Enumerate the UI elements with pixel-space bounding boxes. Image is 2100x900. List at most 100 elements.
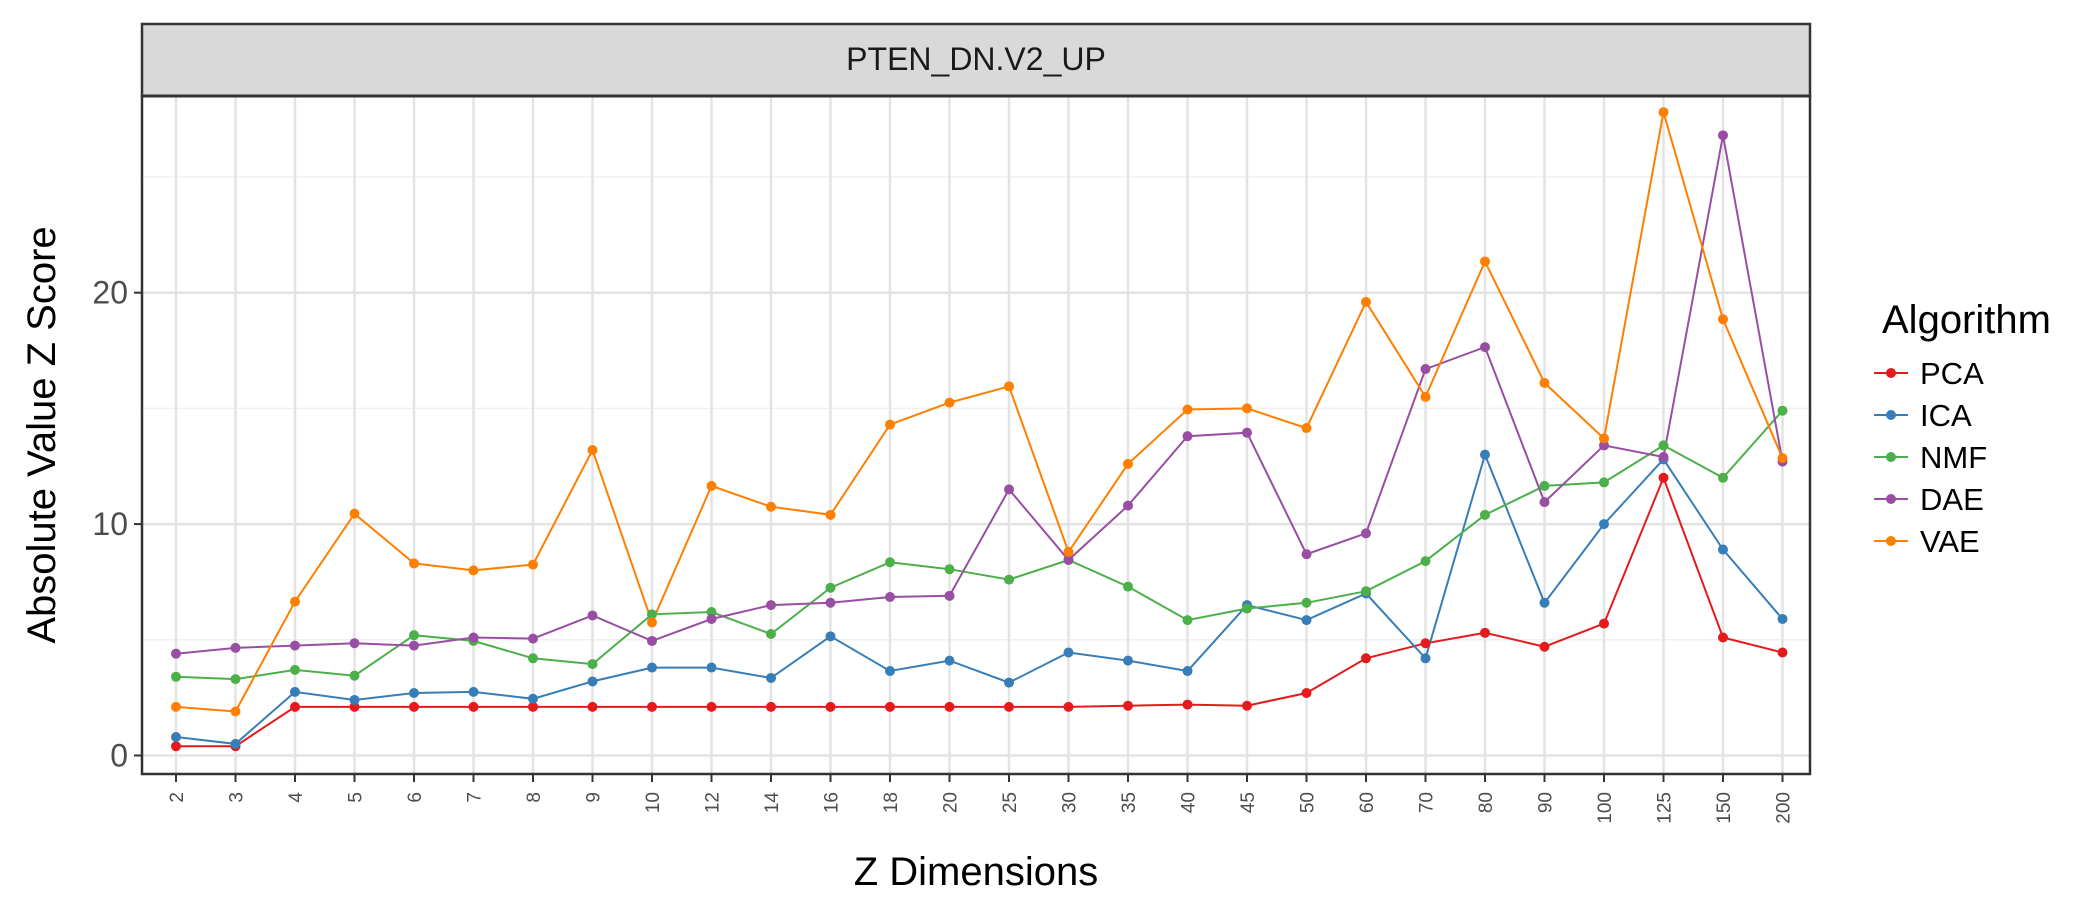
point-dae (1361, 528, 1371, 539)
point-vae (1539, 377, 1550, 388)
x-tick-label: 6 (405, 792, 426, 803)
point-dae (1480, 342, 1490, 353)
point-dae (766, 600, 776, 611)
point-nmf (409, 630, 419, 641)
point-vae (1123, 458, 1133, 469)
point-ica (1539, 597, 1550, 608)
point-ica (1480, 449, 1490, 460)
point-nmf (1420, 556, 1431, 567)
x-tick-label: 35 (1119, 792, 1140, 813)
x-axis-title: Z Dimensions (854, 850, 1099, 894)
series-lines (175, 111, 1784, 748)
point-dae (1182, 431, 1193, 442)
point-ica (647, 662, 657, 673)
point-dae (1718, 130, 1728, 141)
point-pca (1242, 700, 1252, 711)
x-tick-label: 125 (1655, 792, 1676, 824)
legend: Algorithm PCA ICA NMF DAE VAE (1874, 298, 2051, 559)
series-line-vae (175, 111, 1784, 713)
point-nmf (1480, 509, 1490, 520)
point-vae (1777, 453, 1788, 464)
point-ica (825, 631, 836, 642)
point-vae (409, 558, 419, 569)
legend-label-nmf: NMF (1920, 440, 1987, 475)
point-ica (349, 694, 360, 705)
x-tick-label: 60 (1357, 792, 1378, 813)
point-dae (706, 613, 717, 624)
point-nmf (230, 674, 241, 685)
point-nmf (349, 670, 360, 681)
point-dae (1599, 440, 1609, 451)
point-nmf (1599, 477, 1609, 488)
point-nmf (1301, 597, 1312, 608)
point-nmf (587, 659, 598, 670)
point-ica (587, 676, 598, 687)
point-pca (1361, 653, 1371, 664)
point-vae (1658, 107, 1669, 118)
series-line-dae (175, 135, 1784, 655)
point-ica (1301, 615, 1312, 626)
x-tick-label: 20 (941, 792, 962, 813)
point-pca (1539, 641, 1550, 652)
panel-strip (140, 22, 1812, 98)
point-ica (1420, 653, 1431, 664)
point-dae (1063, 554, 1074, 565)
point-pca (1182, 699, 1193, 710)
point-ica (885, 666, 895, 677)
y-tick-label: 10 (92, 506, 128, 542)
point-pca (468, 701, 479, 712)
point-ica (706, 662, 717, 673)
point-dae (1242, 427, 1252, 438)
point-dae (1658, 451, 1669, 462)
legend-key-point-ica (1886, 410, 1896, 420)
point-vae (1004, 381, 1014, 392)
y-tick-label: 0 (110, 737, 128, 773)
point-dae (290, 640, 300, 651)
point-ica (290, 686, 300, 697)
point-pca (1658, 472, 1669, 483)
series-line-ica (175, 451, 1784, 745)
x-tick-label: 80 (1476, 792, 1497, 813)
point-nmf (1539, 480, 1550, 491)
series-line-pca (176, 475, 1783, 748)
x-tick-label: 5 (346, 792, 367, 803)
point-nmf (647, 609, 657, 620)
x-tick-label: 8 (524, 792, 545, 803)
legend-key-point-vae (1886, 536, 1896, 546)
point-vae (587, 445, 598, 456)
point-vae (349, 508, 360, 519)
x-tick-label: 4 (286, 792, 307, 803)
point-dae (230, 642, 241, 653)
legend-label-vae: VAE (1920, 524, 1980, 559)
point-vae (706, 480, 717, 491)
point-nmf (1182, 615, 1193, 626)
legend-label-pca: PCA (1920, 356, 1984, 391)
point-dae (409, 640, 419, 651)
point-pca (528, 701, 538, 712)
point-dae (885, 591, 895, 602)
point-dae (1301, 549, 1312, 560)
point-vae (1480, 256, 1490, 267)
point-ica (1182, 666, 1193, 677)
point-ica (1718, 544, 1728, 555)
point-vae (944, 397, 955, 408)
point-ica (230, 738, 241, 749)
x-tick-label: 70 (1417, 792, 1438, 813)
point-ica (944, 655, 955, 666)
point-nmf (766, 629, 776, 640)
point-ica (1599, 519, 1609, 530)
x-tick-label: 30 (1060, 792, 1081, 813)
point-pca (1004, 701, 1014, 712)
point-dae (468, 632, 479, 643)
point-pca (409, 701, 419, 712)
gridlines (142, 96, 1810, 774)
point-vae (230, 706, 241, 717)
point-vae (885, 419, 895, 430)
point-dae (349, 638, 360, 649)
point-pca (766, 701, 776, 712)
x-tick-label: 90 (1536, 792, 1557, 813)
point-pca (1123, 700, 1133, 711)
point-pca (1599, 618, 1609, 629)
point-vae (1182, 404, 1193, 415)
